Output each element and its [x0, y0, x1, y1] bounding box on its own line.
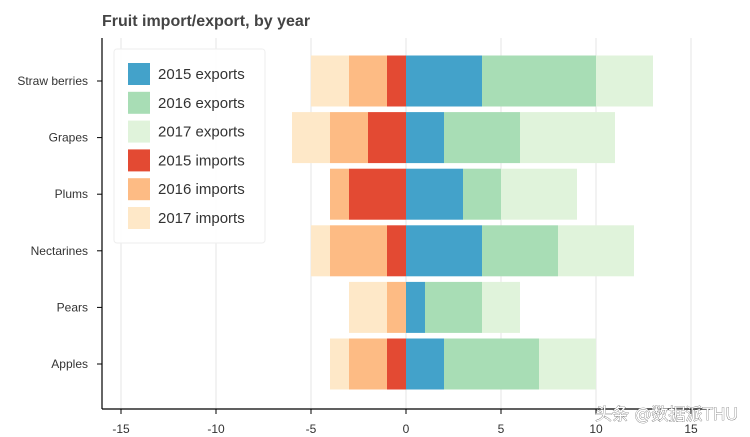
legend-label: 2015 exports	[158, 66, 245, 83]
bar-apples-series-3	[387, 338, 406, 390]
bar-straw-berries-series-4	[349, 55, 387, 107]
bar-apples-series-4	[349, 338, 387, 390]
bar-nectarines-series-2	[558, 225, 634, 277]
y-tick-label: Pears	[57, 300, 88, 314]
y-tick-label: Nectarines	[31, 244, 88, 258]
bar-nectarines-series-3	[387, 225, 406, 277]
bar-pears-series-2	[482, 281, 520, 333]
bar-grapes-series-1	[444, 112, 520, 164]
bar-straw-berries-series-3	[387, 55, 406, 107]
y-tick-label: Grapes	[49, 131, 88, 145]
bar-plums-series-2	[501, 168, 577, 220]
bar-nectarines-series-5	[311, 225, 330, 277]
y-tick-label: Apples	[51, 357, 88, 371]
y-tick-label: Straw berries	[17, 74, 88, 88]
chart-title: Fruit import/export, by year	[102, 13, 310, 30]
x-tick-label: -15	[112, 422, 130, 436]
bar-straw-berries-series-5	[311, 55, 349, 107]
bar-plums-series-0	[406, 168, 463, 220]
legend-label: 2017 imports	[158, 210, 245, 227]
legend-label: 2017 exports	[158, 124, 245, 141]
bar-straw-berries-series-0	[406, 55, 482, 107]
legend-swatch	[128, 91, 150, 114]
bar-apples-series-0	[406, 338, 444, 390]
bar-straw-berries-series-1	[482, 55, 596, 107]
legend-swatch	[128, 120, 150, 143]
legend-swatch	[128, 178, 150, 201]
bar-plums-series-3	[349, 168, 406, 220]
bar-grapes-series-5	[292, 112, 330, 164]
bar-grapes-series-3	[368, 112, 406, 164]
bar-grapes-series-0	[406, 112, 444, 164]
x-tick-label: -5	[306, 422, 317, 436]
legend-label: 2016 imports	[158, 181, 245, 198]
x-tick-label: 5	[498, 422, 505, 436]
bar-pears-series-1	[425, 281, 482, 333]
bar-grapes-series-2	[520, 112, 615, 164]
bar-nectarines-series-1	[482, 225, 558, 277]
legend-box	[113, 48, 266, 244]
x-tick-label: 15	[684, 422, 698, 436]
bar-apples-series-1	[444, 338, 539, 390]
x-tick-label: 10	[589, 422, 603, 436]
watermark-text: 头条 @数据派THU	[595, 405, 738, 425]
bar-plums-series-1	[463, 168, 501, 220]
bar-nectarines-series-4	[330, 225, 387, 277]
bar-pears-series-5	[349, 281, 387, 333]
axes: -15 -10 -5 0 5 10 15 Straw berries Grapes Plums Ne…	[17, 38, 710, 436]
bar-apples-series-2	[539, 338, 596, 390]
legend: 2015 exports 2016 exports 2017 exports 2015…	[113, 48, 266, 244]
legend-swatch	[128, 149, 150, 172]
x-tick-label: -10	[207, 422, 225, 436]
bar-pears-series-4	[387, 281, 406, 333]
legend-label: 2016 exports	[158, 95, 245, 112]
bar-straw-berries-series-2	[596, 55, 653, 107]
bar-nectarines-series-0	[406, 225, 482, 277]
legend-label: 2015 imports	[158, 152, 245, 169]
legend-swatch	[128, 207, 150, 229]
y-tick-label: Plums	[55, 187, 88, 201]
bar-plums-series-4	[330, 168, 349, 220]
bars	[292, 55, 653, 390]
bar-apples-series-5	[330, 338, 349, 390]
bar-grapes-series-4	[330, 112, 368, 164]
bar-pears-series-0	[406, 281, 425, 333]
legend-swatch	[128, 63, 150, 85]
x-tick-label: 0	[403, 422, 410, 436]
